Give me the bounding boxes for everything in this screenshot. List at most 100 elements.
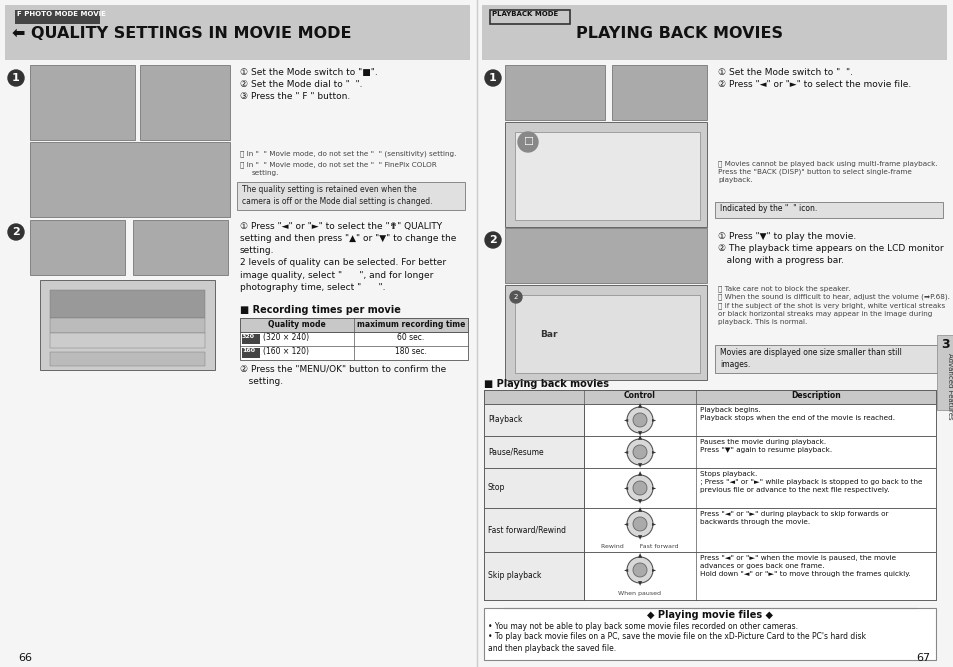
Text: ⓙ Take care not to block the speaker.
ⓘ When the sound is difficult to hear, adj: ⓙ Take care not to block the speaker. ⓘ … [718, 285, 949, 325]
Bar [483, 404, 583, 436]
Circle shape [633, 413, 646, 427]
Text: Pauses the movie during playback.
Press "▼" again to resume playback.: Pauses the movie during playback. Press … [700, 439, 831, 453]
Circle shape [484, 70, 500, 86]
Bar [483, 552, 583, 600]
Text: ►: ► [651, 568, 656, 572]
Text: ② Set the Mode dial to "  ".: ② Set the Mode dial to " ". [240, 80, 362, 89]
Bar [483, 508, 935, 552]
Bar [483, 404, 935, 436]
Text: ③ Press the " F " button.: ③ Press the " F " button. [240, 92, 350, 101]
Bar [30, 220, 125, 275]
Text: ☐: ☐ [522, 137, 533, 147]
Circle shape [517, 132, 537, 152]
Bar [504, 228, 706, 283]
Bar [30, 142, 230, 217]
Bar [40, 280, 214, 370]
Text: ① Press "◄" or "►" to select the "✟" QUALITY
setting and then press "▲" or "▼" t: ① Press "◄" or "►" to select the "✟" QUA… [240, 222, 456, 291]
Bar [504, 285, 706, 380]
Circle shape [626, 407, 652, 433]
Bar [483, 436, 583, 468]
Text: ▲: ▲ [638, 404, 641, 408]
Text: 66: 66 [18, 653, 32, 663]
Bar [132, 220, 228, 275]
Text: ⓙ In "  " Movie mode, do not set the "  " (sensitivity) setting.: ⓙ In " " Movie mode, do not set the " " … [240, 150, 456, 157]
Text: ►: ► [651, 450, 656, 454]
Text: Control: Control [623, 391, 656, 400]
Bar [50, 352, 205, 366]
Text: Playback begins.
Playback stops when the end of the movie is reached.: Playback begins. Playback stops when the… [700, 407, 894, 421]
Text: ① Press "▼" to play the movie.: ① Press "▼" to play the movie. [718, 232, 856, 241]
Bar [240, 318, 468, 332]
Text: ◆ Playing movie files ◆: ◆ Playing movie files ◆ [646, 610, 772, 620]
Text: Press "◄" or "►" when the movie is paused, the movie
advances or goes back one f: Press "◄" or "►" when the movie is pause… [700, 555, 910, 577]
Bar [504, 65, 604, 120]
Text: Advanced Features: Advanced Features [946, 354, 952, 420]
Circle shape [484, 232, 500, 248]
Text: The quality setting is retained even when the
camera is off or the Mode dial set: The quality setting is retained even whe… [242, 185, 432, 206]
Bar [483, 608, 935, 660]
Text: Quality mode: Quality mode [268, 320, 326, 329]
Circle shape [626, 557, 652, 583]
Text: maximum recording time: maximum recording time [356, 320, 465, 329]
Bar [483, 468, 583, 508]
Text: • You may not be able to play back some movie files recorded on other cameras.: • You may not be able to play back some … [488, 622, 797, 631]
Text: ▲: ▲ [638, 508, 641, 512]
Text: F PHOTO MODE MOVIE: F PHOTO MODE MOVIE [17, 11, 106, 17]
Bar [483, 552, 935, 600]
Text: ▲: ▲ [638, 436, 641, 440]
Bar [483, 468, 935, 508]
Circle shape [633, 445, 646, 459]
Text: ② Press "◄" or "►" to select the movie file.: ② Press "◄" or "►" to select the movie f… [718, 80, 910, 89]
Bar [242, 348, 260, 358]
Text: Stops playback.
⁏ Press "◄" or "►" while playback is stopped to go back to the
p: Stops playback. ⁏ Press "◄" or "►" while… [700, 471, 922, 493]
Text: ►: ► [651, 486, 656, 490]
Text: 1: 1 [489, 73, 497, 83]
Text: 320: 320 [242, 334, 254, 340]
Text: ⬅ QUALITY SETTINGS IN MOVIE MODE: ⬅ QUALITY SETTINGS IN MOVIE MODE [12, 26, 351, 41]
Text: (160 × 120): (160 × 120) [263, 347, 309, 356]
Text: 1: 1 [12, 73, 20, 83]
Bar [612, 65, 706, 120]
Text: ▼: ▼ [638, 464, 641, 468]
Text: ►: ► [651, 418, 656, 422]
Circle shape [510, 291, 521, 303]
Text: 60 sec.: 60 sec. [397, 333, 424, 342]
Text: (320 × 240): (320 × 240) [263, 333, 309, 342]
Bar [490, 10, 569, 24]
Text: 2: 2 [489, 235, 497, 245]
Text: ■ Playing back movies: ■ Playing back movies [483, 379, 608, 389]
Text: ■ Recording times per movie: ■ Recording times per movie [240, 305, 400, 315]
Bar [15, 10, 100, 24]
Bar [50, 318, 205, 333]
Text: ⓘ In "  " Movie mode, do not set the "  " FinePix COLOR: ⓘ In " " Movie mode, do not set the " " … [240, 161, 436, 167]
Text: ▲: ▲ [638, 554, 641, 558]
Bar [50, 333, 205, 348]
Text: Rewind        Fast forward: Rewind Fast forward [600, 544, 678, 548]
Text: ◄: ◄ [623, 522, 627, 526]
Text: setting.: setting. [252, 170, 279, 176]
Circle shape [626, 511, 652, 537]
Text: PLAYING BACK MOVIES: PLAYING BACK MOVIES [576, 26, 782, 41]
Text: Skip playback: Skip playback [488, 572, 540, 580]
Circle shape [633, 563, 646, 577]
Text: Description: Description [790, 391, 840, 400]
Text: ② The playback time appears on the LCD monitor
   along with a progress bar.: ② The playback time appears on the LCD m… [718, 244, 943, 265]
Circle shape [626, 475, 652, 501]
Text: ② Press the "MENU/OK" button to confirm the
   setting.: ② Press the "MENU/OK" button to confirm … [240, 365, 446, 386]
Text: 2: 2 [12, 227, 20, 237]
Bar [504, 122, 706, 227]
Text: ▼: ▼ [638, 432, 641, 436]
Text: ▲: ▲ [638, 472, 641, 476]
Bar [476, 0, 953, 667]
Bar [515, 295, 700, 373]
Circle shape [633, 481, 646, 495]
Bar [483, 390, 935, 600]
Text: 3: 3 [941, 338, 949, 351]
Text: Pause/Resume: Pause/Resume [488, 448, 543, 456]
Bar [515, 132, 700, 220]
Text: Playback: Playback [488, 416, 522, 424]
Circle shape [8, 224, 24, 240]
Text: PLAYBACK MODE: PLAYBACK MODE [492, 11, 558, 17]
Text: ◄: ◄ [623, 486, 627, 490]
Text: ① Set the Mode switch to "■".: ① Set the Mode switch to "■". [240, 68, 377, 77]
